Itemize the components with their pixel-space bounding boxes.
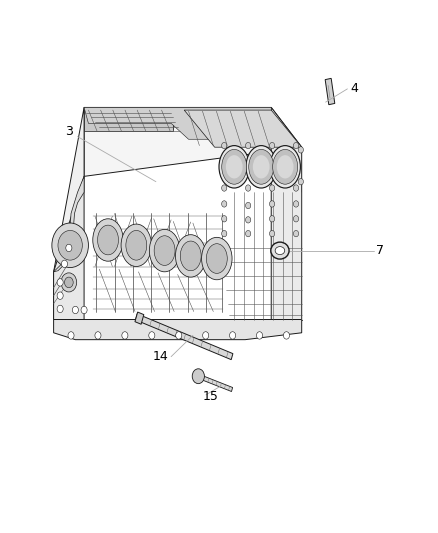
- Circle shape: [246, 230, 251, 237]
- Circle shape: [222, 216, 227, 222]
- Ellipse shape: [275, 247, 285, 255]
- Circle shape: [58, 230, 82, 260]
- Circle shape: [293, 142, 299, 149]
- Circle shape: [269, 216, 275, 222]
- Ellipse shape: [180, 241, 201, 271]
- Circle shape: [95, 332, 101, 339]
- Polygon shape: [325, 78, 335, 104]
- Circle shape: [66, 244, 72, 252]
- Ellipse shape: [121, 224, 152, 266]
- Circle shape: [57, 279, 63, 286]
- Circle shape: [222, 201, 227, 207]
- Text: 14: 14: [152, 350, 168, 363]
- Ellipse shape: [273, 149, 298, 184]
- Polygon shape: [53, 319, 302, 340]
- Circle shape: [293, 216, 299, 222]
- Circle shape: [57, 292, 63, 300]
- Circle shape: [269, 201, 275, 207]
- Ellipse shape: [176, 235, 206, 277]
- Circle shape: [122, 332, 128, 339]
- Circle shape: [230, 332, 236, 339]
- Circle shape: [72, 306, 78, 314]
- Circle shape: [61, 273, 77, 292]
- Ellipse shape: [201, 237, 232, 280]
- Text: 4: 4: [350, 83, 358, 95]
- Text: 3: 3: [65, 125, 73, 138]
- Polygon shape: [53, 108, 84, 319]
- Circle shape: [269, 142, 275, 149]
- Circle shape: [192, 369, 205, 384]
- Circle shape: [222, 142, 227, 149]
- Ellipse shape: [246, 146, 276, 188]
- Circle shape: [52, 223, 88, 268]
- Circle shape: [293, 230, 299, 237]
- Circle shape: [246, 185, 251, 191]
- Circle shape: [61, 260, 67, 268]
- Text: 15: 15: [202, 390, 218, 403]
- Circle shape: [246, 216, 251, 223]
- Ellipse shape: [226, 155, 243, 179]
- Polygon shape: [202, 376, 233, 392]
- Circle shape: [68, 332, 74, 339]
- Ellipse shape: [249, 149, 274, 184]
- Circle shape: [149, 332, 155, 339]
- Ellipse shape: [154, 236, 175, 265]
- Ellipse shape: [98, 225, 118, 255]
- Polygon shape: [135, 312, 144, 324]
- Circle shape: [293, 201, 299, 207]
- Ellipse shape: [206, 244, 227, 273]
- Polygon shape: [184, 110, 302, 147]
- Ellipse shape: [93, 219, 123, 261]
- Circle shape: [222, 230, 227, 237]
- Circle shape: [257, 332, 262, 339]
- Ellipse shape: [126, 230, 147, 260]
- Circle shape: [222, 185, 227, 191]
- Polygon shape: [84, 108, 271, 139]
- Ellipse shape: [253, 155, 270, 179]
- Polygon shape: [53, 176, 84, 272]
- Circle shape: [269, 230, 275, 237]
- Circle shape: [293, 185, 299, 191]
- Circle shape: [246, 142, 251, 149]
- Polygon shape: [53, 176, 84, 319]
- Polygon shape: [135, 314, 233, 360]
- Circle shape: [298, 147, 304, 153]
- Polygon shape: [84, 108, 302, 176]
- Ellipse shape: [219, 146, 250, 188]
- Circle shape: [246, 203, 251, 209]
- Circle shape: [269, 185, 275, 191]
- Circle shape: [81, 306, 87, 314]
- Text: 7: 7: [376, 244, 384, 257]
- Circle shape: [64, 277, 73, 288]
- Ellipse shape: [277, 155, 293, 179]
- Circle shape: [176, 332, 182, 339]
- Polygon shape: [84, 110, 173, 131]
- Circle shape: [203, 332, 209, 339]
- Circle shape: [298, 179, 304, 185]
- Ellipse shape: [271, 242, 289, 259]
- Ellipse shape: [222, 149, 247, 184]
- Circle shape: [283, 332, 290, 339]
- Polygon shape: [271, 108, 302, 319]
- Ellipse shape: [270, 146, 300, 188]
- Circle shape: [57, 305, 63, 313]
- Ellipse shape: [149, 229, 180, 272]
- Polygon shape: [84, 110, 173, 128]
